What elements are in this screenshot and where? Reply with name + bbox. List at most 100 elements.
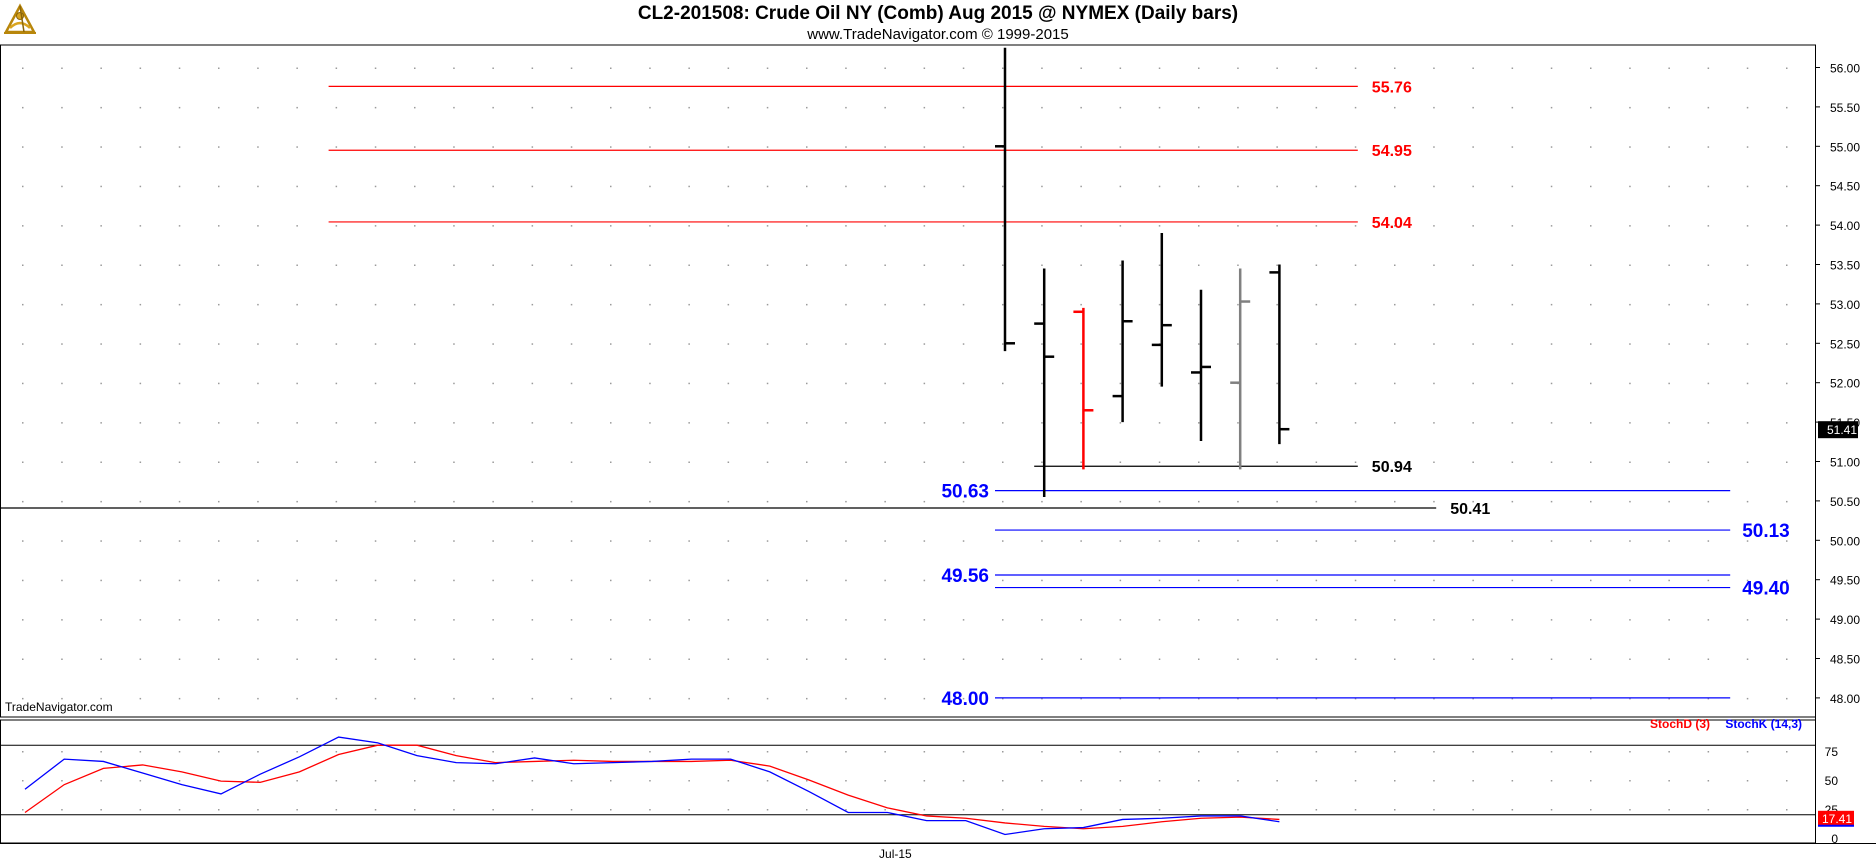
grid-dot [1786, 751, 1788, 753]
grid-dot [688, 658, 690, 660]
grid-dot [414, 422, 416, 424]
grid-dot [1511, 343, 1514, 345]
grid-dot [1511, 225, 1514, 227]
grid-dot [1158, 146, 1161, 148]
grid-dot [1158, 540, 1161, 542]
grid-dot [806, 146, 808, 148]
grid-dot [1002, 658, 1004, 660]
grid-dot [1511, 461, 1514, 463]
grid-dot [1198, 106, 1200, 109]
grid-dot [1080, 303, 1082, 306]
grid-dot [1276, 225, 1278, 227]
grid-dot [1119, 382, 1122, 385]
grid-dot [1590, 303, 1592, 306]
grid-dot [218, 343, 220, 345]
grid-dot [688, 780, 690, 782]
grid-dot [1786, 579, 1788, 582]
grid-dot [1629, 225, 1631, 227]
grid-dot [296, 303, 298, 306]
grid-dot [1511, 809, 1514, 811]
grid-dot [845, 185, 847, 188]
grid-dot [296, 658, 298, 660]
grid-dot [1707, 619, 1710, 621]
grid-dot [1786, 382, 1788, 385]
grid-dot [1472, 303, 1474, 306]
grid-dot [1668, 106, 1670, 109]
grid-dot [610, 751, 612, 753]
grid-dot [335, 67, 338, 69]
grid-dot [1158, 67, 1161, 69]
grid-dot [1590, 658, 1592, 660]
grid-dot [845, 264, 847, 266]
level-label: 50.13 [1742, 521, 1790, 542]
grid-dot [335, 697, 338, 700]
grid-dot [178, 658, 181, 660]
grid-dot [1041, 146, 1043, 148]
last-price-marker [1818, 421, 1858, 439]
grid-dot [1668, 780, 1670, 782]
grid-dot [1276, 343, 1278, 345]
grid-dot [1511, 146, 1514, 148]
grid-dot [1668, 500, 1670, 503]
grid-dot [453, 579, 455, 582]
grid-dot [296, 540, 298, 542]
grid-dot [1433, 382, 1435, 385]
grid-dot [492, 579, 494, 582]
grid-dot [1590, 343, 1592, 345]
grid-dot [610, 67, 612, 69]
grid-dot [610, 343, 612, 345]
grid-dot [1550, 540, 1553, 542]
stochastic-y-tick-label: 75 [1825, 745, 1839, 759]
grid-dot [727, 619, 730, 621]
grid-dot [845, 343, 847, 345]
grid-dot [1237, 185, 1239, 188]
grid-dot [1707, 461, 1710, 463]
grid-dot [492, 751, 494, 753]
grid-dot [453, 422, 455, 424]
grid-dot [1746, 751, 1749, 753]
grid-dot [218, 500, 220, 503]
grid-dot [22, 225, 24, 227]
grid-dot [178, 303, 181, 306]
grid-dot [1511, 619, 1514, 621]
grid-dot [139, 422, 142, 424]
grid-dot [1276, 303, 1278, 306]
grid-dot [923, 697, 926, 700]
grid-dot [1707, 106, 1710, 109]
grid-dot [1786, 461, 1788, 463]
grid-dot [335, 579, 338, 582]
grid-dot [257, 461, 259, 463]
grid-dot [178, 500, 181, 503]
grid-dot [1354, 106, 1357, 109]
grid-dot [257, 264, 259, 266]
grid-dot [374, 382, 377, 385]
grid-dot [1354, 185, 1357, 188]
grid-dot [884, 658, 886, 660]
grid-dot [1590, 809, 1592, 811]
y-axis-tick-label: 53.50 [1830, 259, 1860, 273]
grid-dot [22, 343, 24, 345]
grid-dot [962, 422, 965, 424]
grid-dot [100, 780, 102, 782]
grid-dot [296, 382, 298, 385]
grid-dot [727, 422, 730, 424]
grid-dot [1746, 303, 1749, 306]
grid-dot [1668, 619, 1670, 621]
grid-dot [414, 67, 416, 69]
grid-dot [727, 382, 730, 385]
grid-dot [531, 303, 534, 306]
grid-dot [257, 500, 259, 503]
grid-dot [1786, 697, 1788, 700]
grid-dot [1276, 500, 1278, 503]
grid-dot [296, 697, 298, 700]
grid-dot [61, 303, 63, 306]
grid-dot [1472, 780, 1474, 782]
grid-dot [806, 225, 808, 227]
grid-dot [1315, 422, 1318, 424]
grid-dot [1433, 540, 1435, 542]
grid-dot [257, 780, 259, 782]
grid-dot [688, 809, 690, 811]
grid-dot [649, 264, 651, 266]
grid-dot [22, 264, 24, 266]
grid-dot [453, 382, 455, 385]
